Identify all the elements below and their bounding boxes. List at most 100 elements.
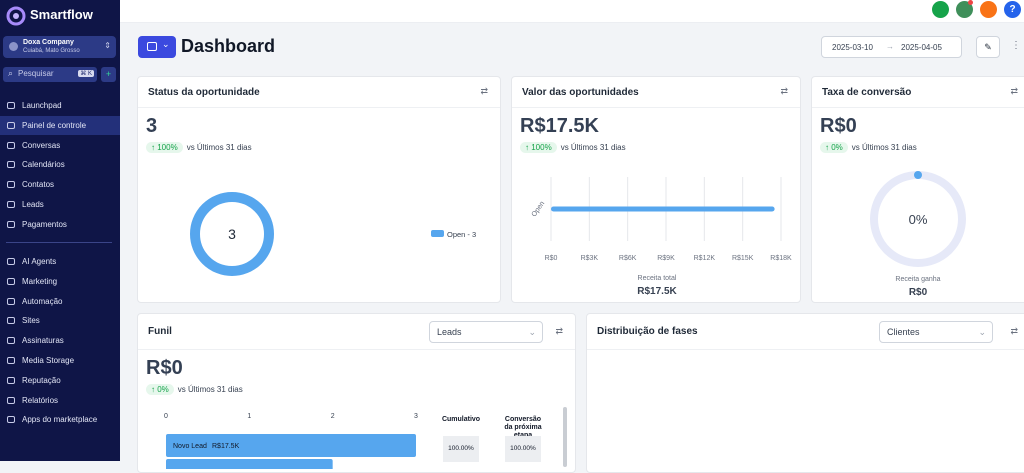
settings-icon[interactable]: ⇄ xyxy=(480,86,488,96)
nav-item[interactable]: Marketing xyxy=(0,272,120,291)
divider xyxy=(512,107,800,108)
table-cell: 100.00% xyxy=(443,436,479,462)
search[interactable]: Pesquisar ⌕ ⌘ K xyxy=(3,67,97,82)
x-tick-label: 3 xyxy=(414,413,418,420)
nav-item[interactable]: Apps do marketplace xyxy=(0,410,120,429)
change-compare: vs Últimos 31 dias xyxy=(177,385,243,394)
card: Distribuição de fases Clientes ⌄ ⇄ xyxy=(586,313,1024,473)
settings-icon[interactable]: ⇄ xyxy=(1010,326,1018,336)
card: Taxa de conversão ⇄ R$0 ↑ 0% vs Últimos 31 d… xyxy=(811,76,1024,303)
nav-item[interactable]: Painel de controle xyxy=(0,115,120,135)
x-tick-label: R$9K xyxy=(657,255,675,262)
legend-label: Open - 3 xyxy=(447,230,476,239)
nav-item[interactable]: Media Storage xyxy=(0,351,120,370)
card-title: Valor das oportunidades xyxy=(522,87,639,98)
donut-center: 3 xyxy=(228,226,236,242)
nav-item[interactable]: Relatórios xyxy=(0,391,120,410)
nav-item[interactable]: Automação xyxy=(0,292,120,311)
metric-change: ↑ 100% vs Últimos 31 dias xyxy=(520,142,626,153)
quick-action[interactable]: + xyxy=(101,67,116,82)
nav-icon xyxy=(7,102,15,109)
nav-icon xyxy=(7,220,15,228)
gauge-caption: Receita ganha xyxy=(895,276,940,283)
card: Funil Leads ⌄ ⇄ R$0 ↑ 0% vs Últimos 31 dias 0 1 2… xyxy=(137,313,576,473)
nav-item[interactable]: Assinaturas xyxy=(0,331,120,350)
bar xyxy=(166,434,416,457)
change-pill: ↑ 0% xyxy=(820,142,848,153)
x-tick-label: R$0 xyxy=(545,255,558,262)
nav-icon xyxy=(7,297,15,305)
axis-label: Receita total xyxy=(638,275,677,282)
dropdown[interactable]: Leads ⌄ xyxy=(429,321,543,343)
nav-item[interactable]: AI Agents xyxy=(0,252,120,271)
x-tick-label: R$18K xyxy=(770,255,792,262)
nav-item[interactable]: Reputação xyxy=(0,371,120,390)
help-button[interactable]: ? xyxy=(1004,1,1021,18)
settings-icon[interactable]: ⇄ xyxy=(555,326,563,336)
card-title: Distribuição de fases xyxy=(597,326,698,337)
dropdown-value: Leads xyxy=(437,327,462,337)
card: Status da oportunidade ⇄ 3 ↑ 100% vs Últimos… xyxy=(137,76,501,303)
account-switcher[interactable]: Doxa Company Cuiabá, Mato Grosso ⇕ xyxy=(3,36,116,58)
change-compare: vs Últimos 31 dias xyxy=(186,143,252,152)
nav-item[interactable]: Launchpad xyxy=(0,96,120,115)
date-from: 2025-03-10 xyxy=(832,43,873,52)
announcement-button[interactable] xyxy=(956,1,973,18)
phone-button[interactable] xyxy=(932,1,949,18)
nav-item[interactable]: Calendários xyxy=(0,155,120,174)
nav-item[interactable]: Leads xyxy=(0,195,120,214)
nav-item[interactable]: Sites xyxy=(0,311,120,330)
metric-change: ↑ 0% vs Últimos 31 dias xyxy=(146,384,243,395)
more-button[interactable]: ⋮ xyxy=(1011,40,1021,51)
separator xyxy=(6,242,112,243)
notifications-button[interactable] xyxy=(980,1,997,18)
edit-button[interactable]: ✎ xyxy=(976,36,1000,58)
donut-segment xyxy=(190,192,274,276)
nav-item[interactable]: Contatos xyxy=(0,175,120,194)
change-value: 0% xyxy=(831,143,843,152)
bar-amount: R$17.5K xyxy=(212,443,240,450)
nav-icon xyxy=(7,376,15,384)
card-title: Status da oportunidade xyxy=(148,87,260,98)
layout-button[interactable]: ⌄ xyxy=(138,36,176,58)
metric-value: 3 xyxy=(146,115,158,137)
nav-item[interactable]: Conversas xyxy=(0,136,120,155)
card-title: Taxa de conversão xyxy=(822,87,912,98)
search-shortcut: ⌘ K xyxy=(78,70,94,77)
x-tick-label: 2 xyxy=(331,413,335,420)
date-range[interactable]: 2025-03-10 → 2025-04-05 xyxy=(821,36,962,58)
y-tick-label: Open xyxy=(531,200,547,218)
nav-icon xyxy=(7,357,15,364)
topbar: ? xyxy=(120,0,1024,23)
date-to: 2025-04-05 xyxy=(901,43,942,52)
change-pill: ↑ 0% xyxy=(146,384,174,395)
scrollbar xyxy=(563,407,567,467)
card: Valor das oportunidades ⇄ R$17.5K ↑ 100% vs … xyxy=(511,76,801,303)
metric-value: R$0 xyxy=(820,115,857,137)
column-header: Conversão da próxima etapa xyxy=(504,416,542,439)
gauge-chart: 0% Receita ganha R$0 xyxy=(870,171,966,298)
search-placeholder: Pesquisar xyxy=(18,69,54,78)
bar xyxy=(551,206,775,212)
x-tick-label: R$15K xyxy=(732,255,754,262)
logo xyxy=(6,6,26,26)
dropdown-value: Clientes xyxy=(887,327,920,337)
divider xyxy=(138,349,575,350)
change-compare: vs Últimos 31 dias xyxy=(851,143,917,152)
dropdown[interactable]: Clientes ⌄ xyxy=(879,321,993,343)
gauge-value xyxy=(914,171,922,179)
funnel-chart: 0 1 2 3 Novo Lead R$17.5K xyxy=(164,413,418,469)
account-name: Doxa Company xyxy=(23,39,74,46)
x-tick-label: R$12K xyxy=(694,255,716,262)
nav-icon xyxy=(7,161,15,169)
nav-icon xyxy=(7,141,15,149)
nav-item[interactable]: Pagamentos xyxy=(0,215,120,234)
nav-icon xyxy=(7,337,15,345)
x-tick-label: R$6K xyxy=(619,255,637,262)
x-tick-label: R$3K xyxy=(581,255,599,262)
settings-icon[interactable]: ⇄ xyxy=(780,86,788,96)
change-pill: ↑ 100% xyxy=(146,142,183,153)
settings-icon[interactable]: ⇄ xyxy=(1010,86,1018,96)
divider xyxy=(587,349,1024,350)
